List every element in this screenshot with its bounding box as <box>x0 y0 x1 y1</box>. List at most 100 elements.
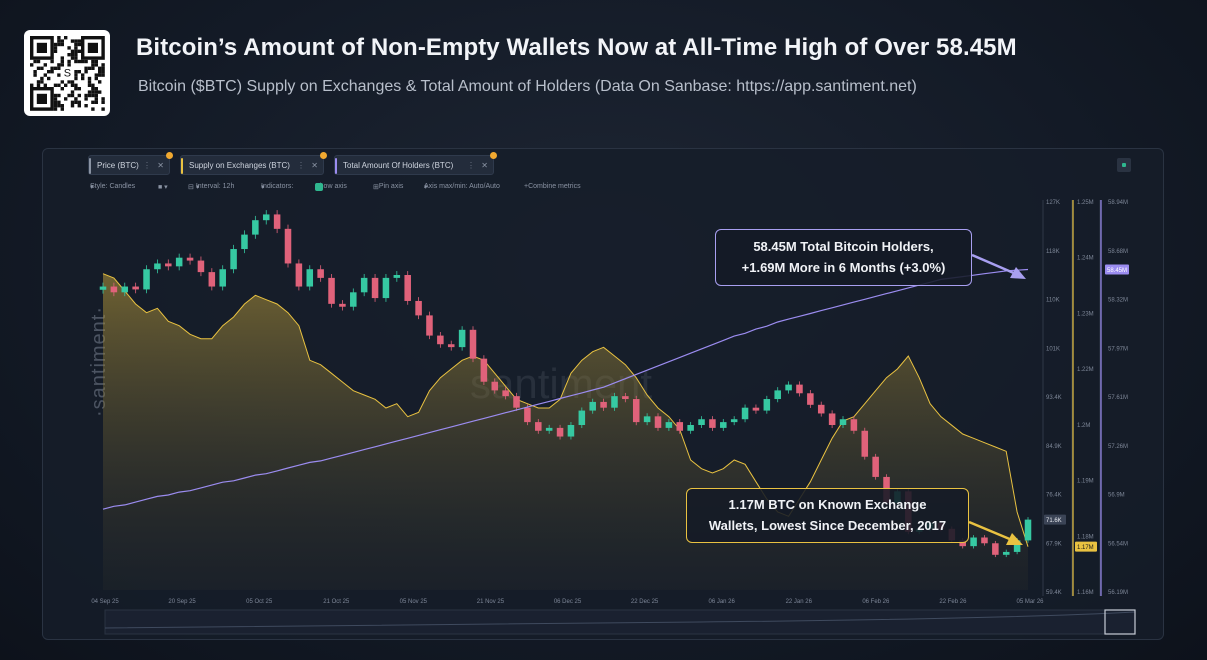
x-axis-tick: 05 Nov 25 <box>400 599 428 605</box>
qr-module <box>91 87 95 91</box>
qr-module <box>94 87 98 91</box>
close-icon[interactable]: ✕ <box>157 161 164 170</box>
qr-module <box>81 76 85 81</box>
exchange-arrowhead-icon <box>1006 533 1023 545</box>
close-icon[interactable]: ✕ <box>481 161 488 170</box>
price-candle <box>393 275 401 278</box>
chart-settings-button[interactable] <box>1117 158 1131 172</box>
qr-module <box>101 66 105 70</box>
navigator-handle <box>1104 609 1136 635</box>
qr-module <box>70 39 75 43</box>
qr-module <box>70 53 75 57</box>
price-candle <box>382 277 390 299</box>
price-candle <box>817 404 825 414</box>
more-icon[interactable]: ⋮ <box>467 161 475 170</box>
qr-module <box>94 73 98 77</box>
price-candle <box>219 269 226 287</box>
x-axis-tick: 04 Sep 25 <box>91 599 119 605</box>
qr-module <box>74 49 78 53</box>
qr-module <box>53 46 58 50</box>
qr-module <box>74 100 78 104</box>
qr-module <box>94 76 98 81</box>
more-icon[interactable]: ⋮ <box>297 161 305 170</box>
more-icon[interactable]: ⋮ <box>143 161 151 170</box>
price-candle <box>154 263 161 270</box>
price-candle <box>1013 540 1021 552</box>
qr-module <box>70 100 75 104</box>
x-axis-tick: 20 Sep 25 <box>168 599 196 605</box>
qr-module <box>74 39 78 43</box>
x-axis-tick: 06 Dec 25 <box>554 599 582 605</box>
axis-minmax-select[interactable]: Axis max/min: Auto/Auto ▾ <box>424 183 500 191</box>
qr-module <box>57 63 61 67</box>
price-candle <box>643 416 651 423</box>
combine-metrics-button[interactable]: + Combine metrics <box>524 183 581 190</box>
pin-axis-label: Pin axis <box>378 183 404 190</box>
holders-axis-tick: 58.94M <box>1108 200 1128 206</box>
tab-holders[interactable]: Total Amount Of Holders (BTC) ⋮ ✕ <box>334 152 497 175</box>
qr-module <box>60 104 64 108</box>
price-candle <box>545 427 553 431</box>
supply-axis-tick: 1.22M <box>1077 367 1094 373</box>
qr-module <box>53 66 58 70</box>
price-candle <box>175 257 183 267</box>
qr-module <box>101 107 105 111</box>
holders-arrow <box>971 253 1017 276</box>
holders-axis-tick: 58.32M <box>1108 298 1128 304</box>
holders-line <box>102 268 1029 510</box>
qr-module <box>57 36 61 40</box>
price-candle <box>872 456 879 477</box>
qr-module <box>36 66 41 70</box>
qr-module <box>87 76 92 81</box>
holders-axis-tick: 58.68M <box>1108 249 1128 255</box>
qr-module <box>98 80 102 84</box>
qr-module <box>74 42 78 47</box>
qr-module <box>57 100 61 104</box>
qr-module <box>74 73 78 77</box>
qr-module <box>91 93 95 98</box>
qr-module <box>77 42 81 47</box>
color-select[interactable]: ■ ▾ <box>158 184 168 191</box>
price-candle <box>165 263 172 267</box>
indicators-select[interactable]: Indicators: ▾ <box>261 183 294 191</box>
price-current-label: 71.6K <box>1046 518 1062 524</box>
price-axis-tick: 59.4K <box>1046 590 1062 596</box>
qr-module <box>87 66 92 70</box>
close-icon[interactable]: ✕ <box>311 161 318 170</box>
price-candle <box>230 249 237 270</box>
qr-module <box>101 70 105 74</box>
qr-module <box>70 83 75 87</box>
qr-module <box>94 90 98 94</box>
qr-module <box>94 100 98 104</box>
axis-minmax-label: Axis max/min: Auto/Auto <box>424 183 500 190</box>
qr-module <box>60 107 64 111</box>
qr-finder-core <box>36 93 47 104</box>
holders-axis-tick: 56.19M <box>1108 590 1128 596</box>
x-axis-tick: 06 Feb 26 <box>862 599 890 605</box>
qr-module <box>60 59 64 64</box>
navigator-line <box>104 611 1136 629</box>
pin-axis-toggle[interactable]: ⊞ Pin axis <box>373 183 404 191</box>
price-candle <box>143 269 150 290</box>
supply-axis-tick: 1.2M <box>1077 423 1090 429</box>
price-candle <box>709 419 716 428</box>
qr-module <box>84 93 88 98</box>
interval-select[interactable]: ⊟ Interval: 12h ▾ <box>188 183 235 191</box>
qr-module <box>50 59 54 64</box>
qr-module <box>50 66 54 70</box>
price-candle <box>828 413 836 425</box>
tab-label: Price (BTC) <box>97 161 139 170</box>
price-candle <box>665 422 673 428</box>
tab-supply[interactable]: Supply on Exchanges (BTC) ⋮ ✕ <box>180 152 327 175</box>
indicators-label: Indicators: <box>261 183 294 190</box>
supply-line <box>102 273 1029 547</box>
price-candle <box>1024 519 1032 541</box>
qr-module <box>98 66 102 70</box>
style-select[interactable]: Style: Candles ▾ <box>90 183 136 191</box>
price-candle <box>502 390 509 397</box>
qr-module <box>84 66 88 70</box>
qr-module <box>70 93 75 98</box>
price-candle <box>687 425 694 431</box>
tab-price[interactable]: Price (BTC) ⋮ ✕ <box>88 152 173 175</box>
